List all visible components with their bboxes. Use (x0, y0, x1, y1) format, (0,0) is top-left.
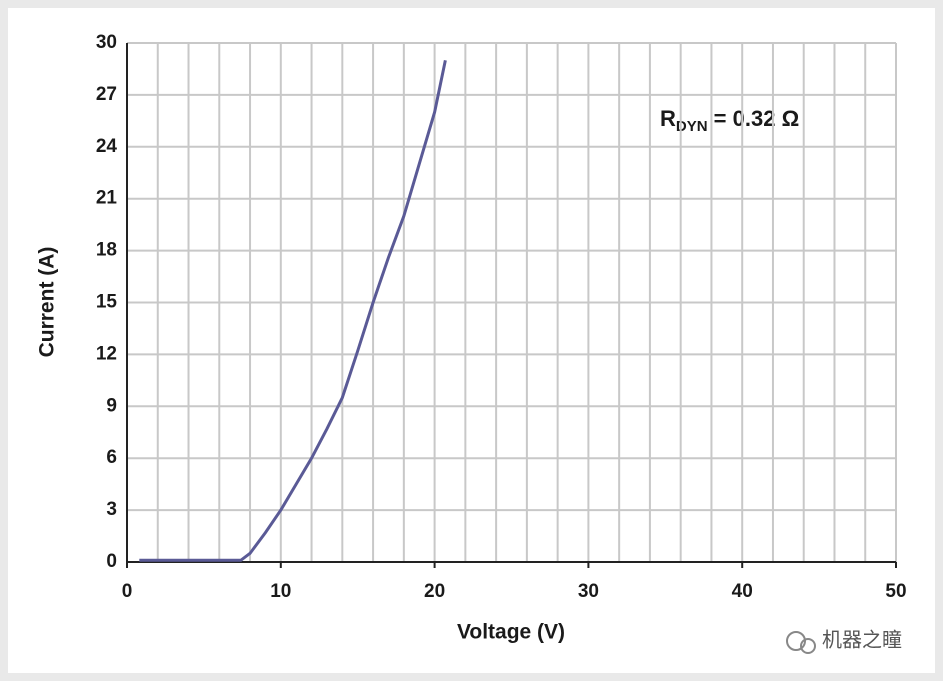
x-tick-label: 40 (732, 581, 753, 602)
x-tick-label: 20 (424, 581, 445, 602)
y-tick-label: 3 (106, 499, 117, 520)
line (139, 59, 447, 562)
annotation-main: R (660, 106, 676, 131)
y-tick-label: 9 (106, 395, 117, 416)
annotation: RDYN = 0.32 Ω (660, 106, 799, 135)
x-tick-label: 0 (122, 581, 133, 602)
y-tick-label: 0 (106, 551, 117, 572)
watermark-icon (786, 631, 816, 654)
annotation-rest: = 0.32 Ω (708, 106, 800, 131)
annotation-sub: DYN (676, 118, 708, 135)
y-tick-label: 27 (96, 84, 117, 105)
y-tick-label: 21 (96, 188, 118, 209)
y-tick-label: 18 (96, 240, 117, 261)
x-tick-label: 30 (578, 581, 599, 602)
y-tick-label: 6 (106, 447, 117, 468)
y-tick-label: 24 (96, 136, 118, 157)
x-tick-label: 10 (270, 581, 291, 602)
y-axis-title: Current (A) (36, 247, 59, 358)
watermark: 机器之瞳 (822, 628, 902, 651)
y-tick-label: 30 (96, 32, 117, 53)
x-tick-label: 50 (885, 581, 906, 602)
y-tick-label: 15 (96, 292, 118, 313)
y-tick-label: 12 (96, 343, 117, 364)
x-axis-title: Voltage (V) (457, 621, 565, 644)
